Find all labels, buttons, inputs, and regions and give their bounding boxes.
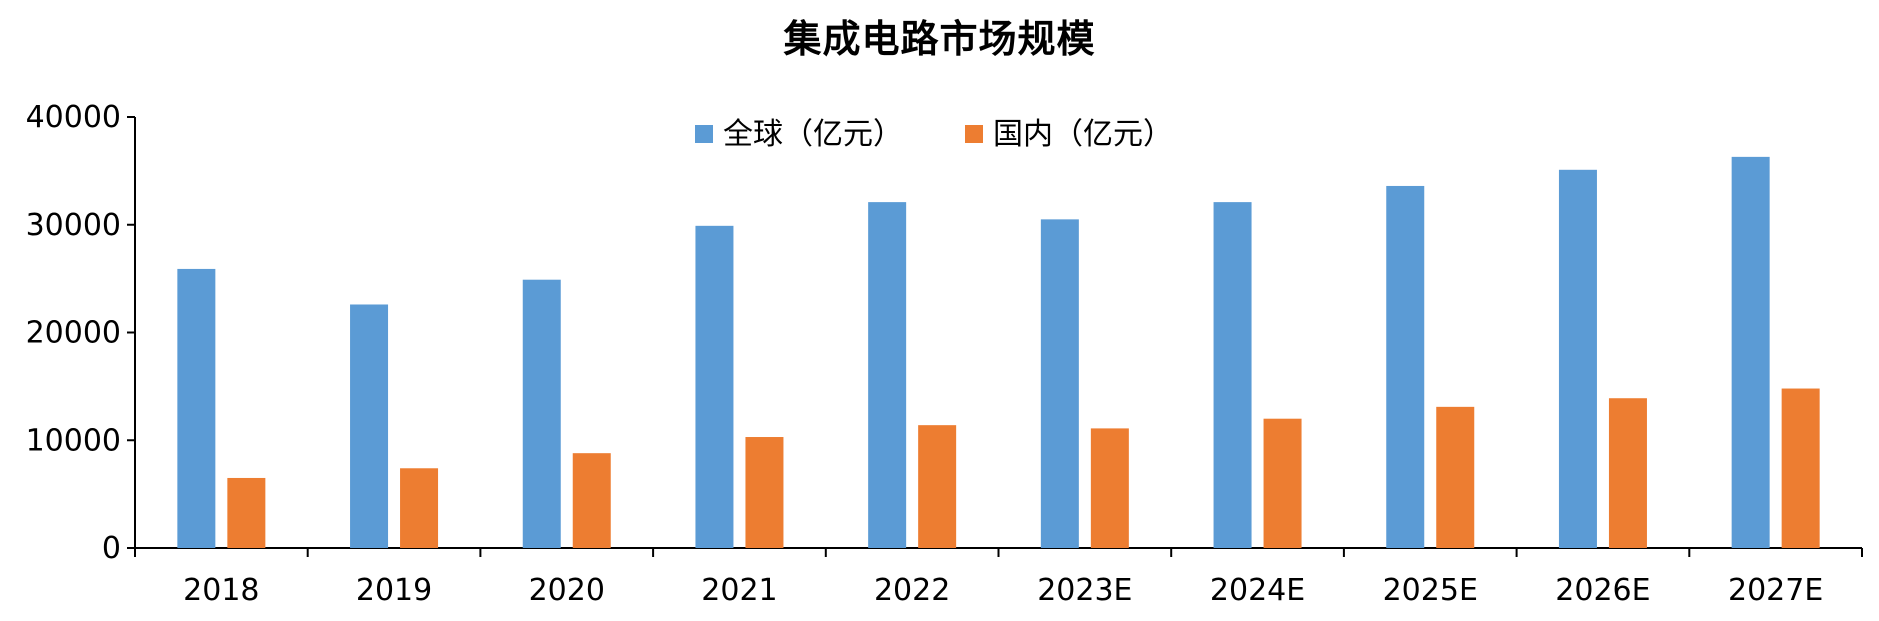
x-tick-label: 2027E: [1728, 573, 1823, 608]
legend-swatch: [965, 125, 983, 143]
y-tick-label: 30000: [26, 208, 121, 243]
bar-domestic: [1608, 398, 1647, 548]
x-tick-label: 2021: [701, 573, 777, 608]
bar-global: [1213, 202, 1252, 548]
bar-global: [350, 304, 389, 548]
bar-global: [868, 202, 907, 548]
x-tick-label: 2025E: [1383, 573, 1478, 608]
y-tick-label: 20000: [26, 316, 121, 351]
bar-domestic: [1436, 406, 1475, 548]
bar-domestic: [1090, 428, 1129, 548]
x-tick-label: 2018: [183, 573, 259, 608]
bar-global: [1558, 169, 1597, 549]
chart-title: 集成电路市场规模: [783, 17, 1096, 61]
legend-label: 全球（亿元）: [723, 117, 903, 152]
bars: [177, 156, 1820, 549]
x-tick-label: 2024E: [1210, 573, 1305, 608]
legend-swatch: [695, 125, 713, 143]
bar-domestic: [1781, 388, 1820, 548]
bar-global: [1386, 185, 1425, 548]
y-tick-label: 40000: [26, 100, 121, 135]
y-tick-label: 10000: [26, 423, 121, 458]
x-tick-label: 2026E: [1555, 573, 1650, 608]
bar-global: [1040, 219, 1079, 549]
bar-domestic: [1263, 418, 1302, 548]
bar-global: [177, 268, 216, 548]
bar-domestic: [400, 468, 439, 548]
x-tick-label: 2019: [356, 573, 432, 608]
bar-global: [1731, 156, 1770, 548]
x-tick-label: 2023E: [1037, 573, 1132, 608]
bar-domestic: [745, 437, 784, 548]
x-tick-label: 2020: [529, 573, 605, 608]
legend-label: 国内（亿元）: [993, 117, 1173, 152]
bar-global: [522, 279, 561, 548]
y-tick-label: 0: [102, 531, 121, 566]
legend: 全球（亿元） 国内（亿元）: [695, 117, 1173, 152]
bar-domestic: [572, 453, 611, 548]
bar-global: [695, 225, 734, 548]
x-tick-label: 2022: [874, 573, 950, 608]
bar-domestic: [918, 425, 957, 548]
bar-domestic: [227, 477, 266, 548]
